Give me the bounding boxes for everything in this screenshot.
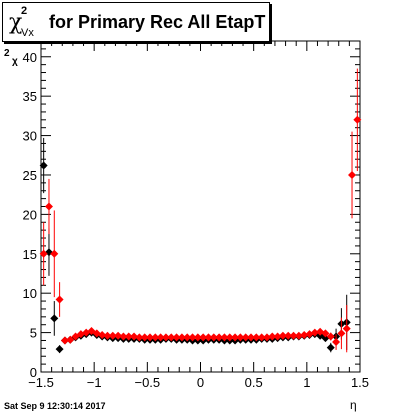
data-point xyxy=(236,333,245,342)
data-point xyxy=(348,170,357,179)
x-tick-label: 1.5 xyxy=(351,375,369,390)
data-point xyxy=(193,333,202,342)
data-point xyxy=(278,331,287,340)
data-point xyxy=(289,331,298,340)
data-point xyxy=(241,333,250,342)
data-point xyxy=(145,333,154,342)
data-point xyxy=(321,329,330,338)
data-point xyxy=(50,314,59,323)
data-point xyxy=(183,333,192,342)
data-point xyxy=(332,338,341,347)
data-point xyxy=(55,295,64,304)
y-axis-label-symbol: χ xyxy=(12,56,18,67)
data-point xyxy=(353,115,362,124)
y-axis-label-superscript: 2 xyxy=(4,48,10,59)
data-point xyxy=(231,333,240,342)
data-point xyxy=(167,333,176,342)
data-point xyxy=(204,333,213,342)
data-point xyxy=(103,331,112,340)
title-box: χ 2 Vx for Primary Rec All EtapT xyxy=(2,2,270,42)
data-point xyxy=(130,332,139,341)
data-point xyxy=(209,333,218,342)
data-point xyxy=(39,249,48,258)
y-tick-label: 0 xyxy=(30,365,37,380)
y-tick-label: 30 xyxy=(23,129,37,144)
x-tick-label: −1 xyxy=(87,375,102,390)
y-tick-label: 25 xyxy=(23,168,37,183)
data-point xyxy=(247,333,256,342)
data-point xyxy=(199,333,208,342)
x-tick-label: 0.5 xyxy=(245,375,263,390)
data-point xyxy=(252,333,261,342)
data-point xyxy=(98,330,107,339)
data-point xyxy=(188,333,197,342)
data-point xyxy=(50,249,59,258)
data-point xyxy=(268,332,277,341)
data-point xyxy=(156,333,165,342)
data-point xyxy=(326,332,335,341)
y-tick-label: 40 xyxy=(23,50,37,65)
data-point xyxy=(172,333,181,342)
data-point xyxy=(124,332,133,341)
title-subscript: Vx xyxy=(21,27,34,39)
data-point xyxy=(284,331,293,340)
data-point xyxy=(114,331,123,340)
data-point xyxy=(44,202,53,211)
data-point xyxy=(215,333,224,342)
data-point xyxy=(310,328,319,337)
data-point xyxy=(257,333,266,342)
x-tick-label: −0.5 xyxy=(134,375,160,390)
data-point xyxy=(273,332,282,341)
data-point xyxy=(262,333,271,342)
data-point xyxy=(119,332,128,341)
x-axis-label: η xyxy=(350,398,357,412)
data-point xyxy=(66,335,75,344)
timestamp: Sat Sep 9 12:30:14 2017 xyxy=(4,401,106,411)
data-point xyxy=(44,248,53,257)
data-point xyxy=(39,161,48,170)
chart-title: for Primary Rec All EtapT xyxy=(49,12,266,32)
data-point xyxy=(161,333,170,342)
data-point xyxy=(326,343,335,352)
data-point xyxy=(140,333,149,342)
data-point xyxy=(55,345,64,354)
data-point xyxy=(135,333,144,342)
data-point xyxy=(60,336,69,345)
data-point xyxy=(220,333,229,342)
title-superscript: 2 xyxy=(21,5,28,17)
y-tick-label: 35 xyxy=(23,89,37,104)
y-tick-label: 15 xyxy=(23,247,37,262)
y-tick-label: 10 xyxy=(23,286,37,301)
x-tick-label: 1 xyxy=(303,375,310,390)
x-tick-label: −1.5 xyxy=(28,375,54,390)
data-point xyxy=(337,329,346,338)
title-chi-symbol: χ xyxy=(9,10,23,35)
data-point xyxy=(342,324,351,333)
data-point xyxy=(177,333,186,342)
y-tick-label: 20 xyxy=(23,207,37,222)
data-point xyxy=(225,333,234,342)
y-tick-label: 5 xyxy=(30,326,37,341)
data-point xyxy=(151,333,160,342)
data-point xyxy=(300,330,309,339)
data-point xyxy=(294,331,303,340)
data-point xyxy=(108,331,117,340)
plot-frame xyxy=(40,40,361,373)
x-tick-label: 0 xyxy=(197,375,204,390)
y-axis-label: 2 χ xyxy=(4,48,20,68)
